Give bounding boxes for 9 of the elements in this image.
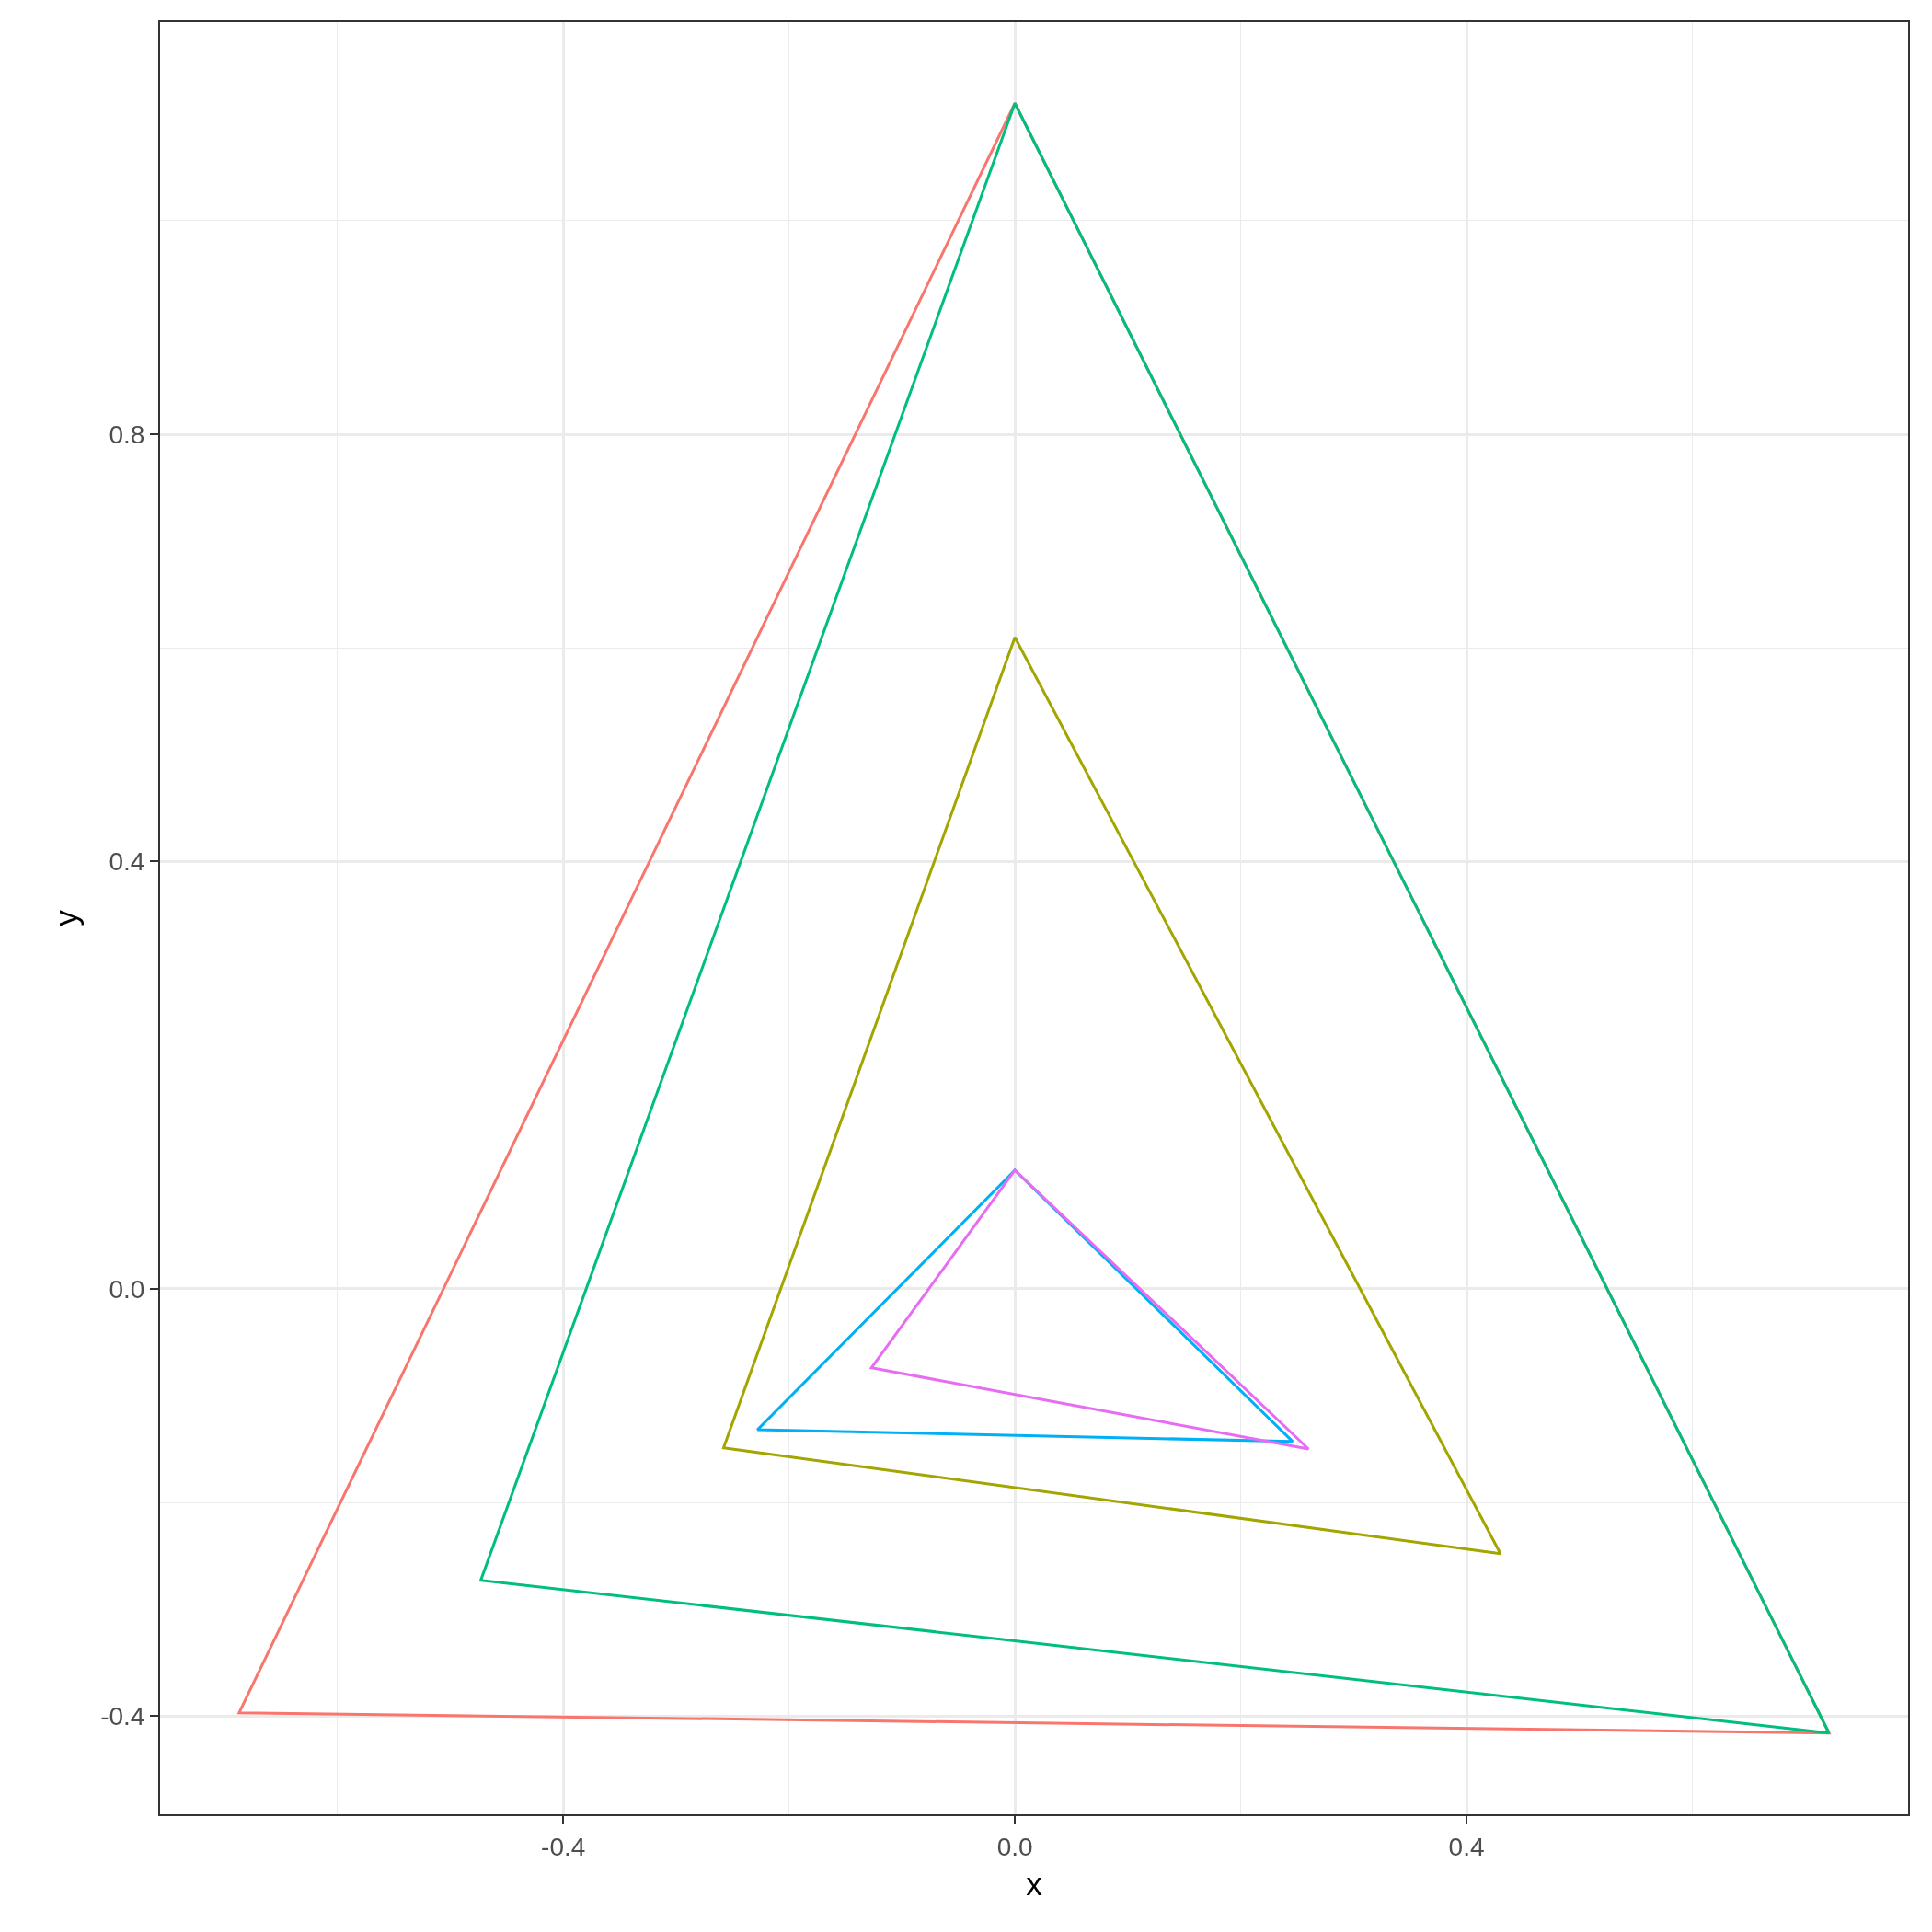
y-axis-title: y — [47, 909, 84, 926]
x-tick-label: -0.4 — [541, 1832, 586, 1861]
x-axis-title: x — [1026, 1866, 1043, 1903]
x-tick-label: 0.0 — [996, 1832, 1033, 1861]
y-tick-label: 0.4 — [109, 847, 145, 877]
y-tick-label: 0.8 — [109, 420, 145, 449]
y-tick-label: -0.4 — [100, 1702, 145, 1731]
x-tick-label: 0.4 — [1448, 1832, 1485, 1861]
y-tick-label: 0.0 — [109, 1274, 145, 1304]
